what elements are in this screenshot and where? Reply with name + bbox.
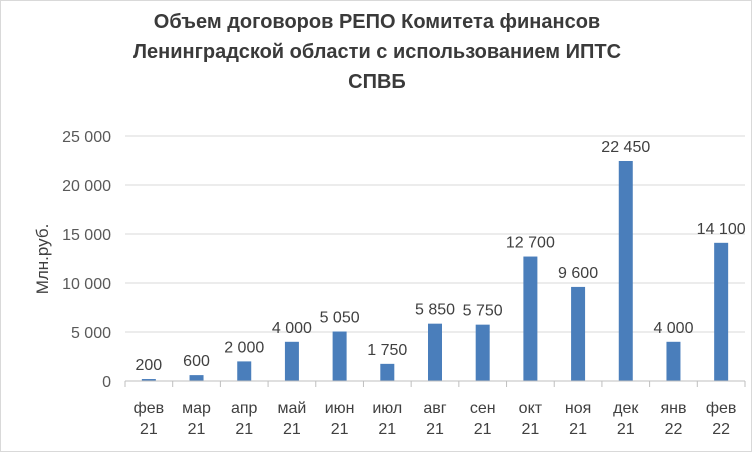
data-label: 4 000 [272,320,312,337]
data-label: 22 450 [601,139,650,156]
x-tick-label-month: сен [470,400,496,417]
x-tick-label-year: 21 [569,421,587,438]
bar [237,361,252,381]
bar [523,256,538,381]
bar [380,363,395,381]
data-label: 14 100 [697,221,746,238]
y-tick-label: 20 000 [62,178,111,195]
chart-title-line-2: Ленинградской области с использованием И… [132,41,622,63]
chart-title-line-1: Объем договоров РЕПО Комитета финансов [153,11,601,33]
data-label: 5 850 [415,302,455,319]
x-tick-label-month: апр [231,400,258,417]
bar [189,375,204,381]
y-tick-label: 25 000 [62,129,111,146]
x-tick-label-year: 21 [474,421,492,438]
data-label: 5 750 [463,303,503,320]
x-tick-label-year: 21 [617,421,635,438]
x-tick-label-year: 21 [331,421,349,438]
chart-title-line-3: СПВБ [348,71,406,93]
x-tick-label-year: 21 [188,421,206,438]
x-tick-label-month: фев [134,400,165,417]
bar [571,286,586,381]
data-label: 12 700 [506,235,555,252]
x-tick-label-month: июн [325,400,355,417]
x-tick-label-month: окт [519,400,543,417]
x-tick-label-month: фев [706,400,737,417]
bar [332,331,347,381]
bar [714,242,729,381]
bar [141,379,156,381]
x-tick-label-year: 22 [665,421,683,438]
data-label: 600 [183,353,210,370]
bar [428,323,442,381]
y-axis: 0 5 000 10 000 15 000 20 000 25 000 [62,129,111,391]
y-tick-label: 10 000 [62,276,111,293]
y-tick-label: 15 000 [62,227,111,244]
bar [475,324,490,381]
x-tick-label-year: 21 [378,421,396,438]
x-tick-label-year: 21 [283,421,301,438]
x-tick-label-year: 22 [712,421,730,438]
x-tick-label-month: ноя [565,400,591,417]
data-label: 1 750 [367,342,407,359]
bar [284,341,299,381]
bar [666,341,681,381]
data-label: 9 600 [558,265,598,282]
x-tick-label-month: май [278,400,307,417]
data-label: 200 [135,357,162,374]
bar [618,160,633,381]
data-label: 2 000 [224,339,264,356]
data-label: 5 050 [320,310,360,327]
x-tick-label-year: 21 [140,421,158,438]
x-tick-label-month: дек [613,400,639,417]
y-axis-label: Млн.руб. [33,224,52,295]
bars [141,160,729,381]
x-tick-label-year: 21 [235,421,253,438]
x-tick-label-month: мар [182,400,211,417]
data-label: 4 000 [653,320,693,337]
y-tick-label: 0 [102,374,111,391]
x-tick-label-month: янв [660,400,686,417]
x-tick-label-year: 21 [426,421,444,438]
y-tick-label: 5 000 [71,325,111,342]
x-tick-label-month: июл [372,400,402,417]
data-labels: 200 600 2 000 4 000 5 050 1 750 5 850 5 750 12 7… [135,139,745,374]
x-tick-label-year: 21 [521,421,539,438]
x-tick-label-month: авг [423,400,446,417]
x-axis: фев 21 мар 21 апр 21 май 21 июн 21 июл 21 авг 21 сен 21… [124,380,746,438]
